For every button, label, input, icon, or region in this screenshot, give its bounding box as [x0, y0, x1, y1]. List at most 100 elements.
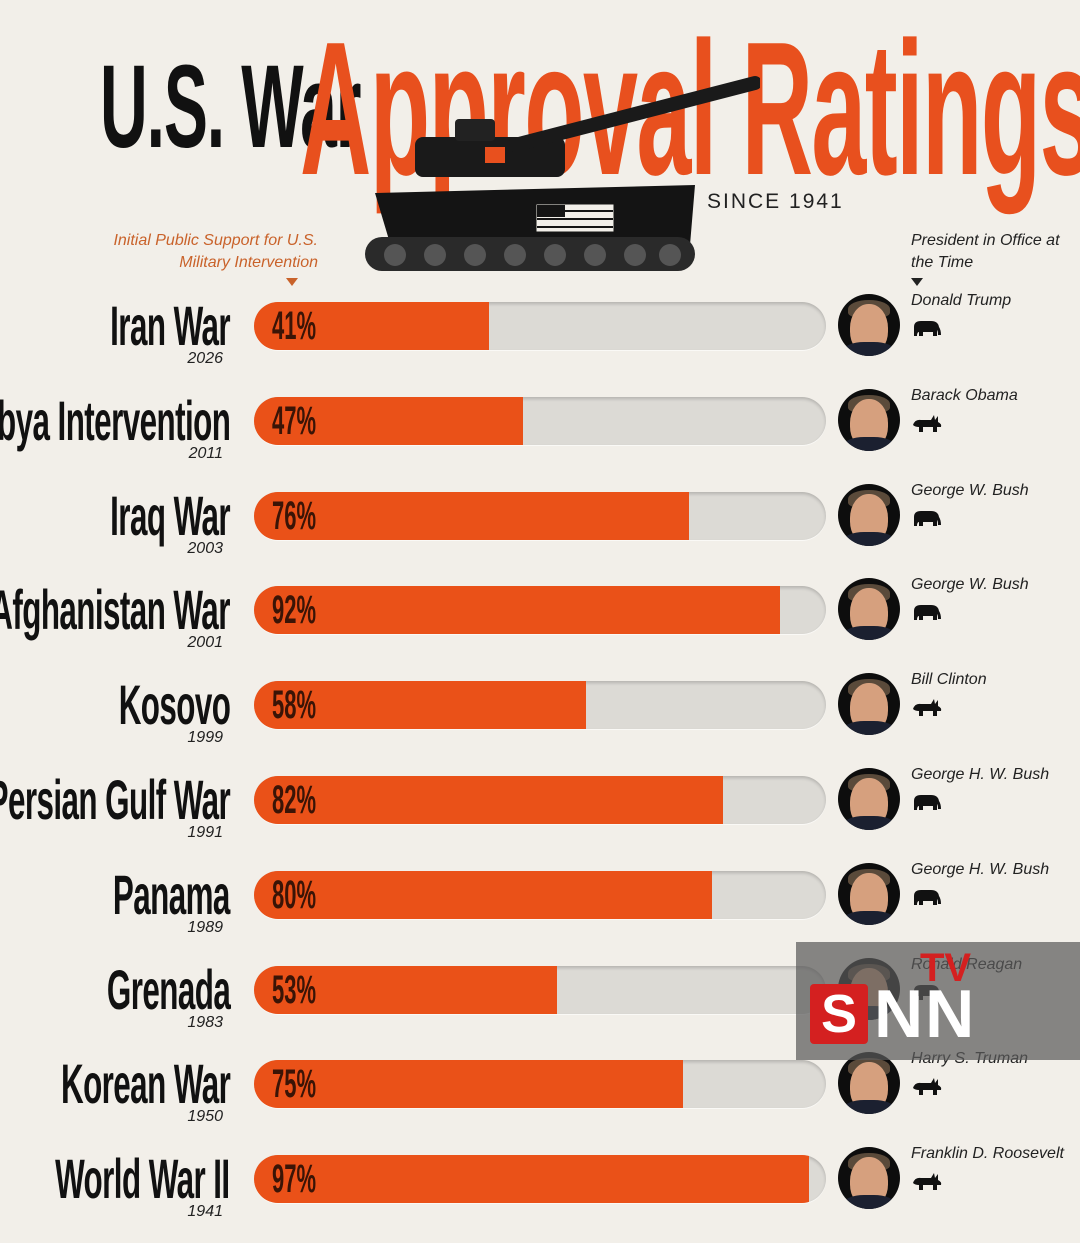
avatar-suit	[844, 816, 894, 830]
avatar-suit	[844, 342, 894, 356]
president-avatar	[838, 1052, 900, 1115]
bar-track: 92%	[254, 586, 826, 635]
bar-row: Kosovo 1999 58% Bill Clinton	[0, 671, 1080, 769]
bar-row: Persian Gulf War 1991 82% George H. W. Bush	[0, 766, 1080, 864]
president-avatar	[838, 294, 900, 356]
donkey-icon	[911, 1076, 943, 1098]
donkey-icon	[911, 697, 943, 719]
bar-fill	[254, 491, 689, 540]
war-year: 2026	[187, 350, 223, 367]
bar-track: 97%	[254, 1155, 826, 1204]
war-year: 1989	[187, 918, 223, 936]
president-name: Donald Trump	[911, 292, 1012, 309]
donkey-icon	[911, 413, 943, 435]
war-label: Persian Gulf War	[0, 768, 231, 831]
war-label: Kosovo	[118, 673, 230, 737]
president-name: Barack Obama	[911, 386, 1018, 404]
value-label: 58%	[272, 683, 317, 728]
bar-fill	[254, 870, 712, 919]
value-label: 75%	[272, 1062, 317, 1107]
elephant-icon	[911, 602, 943, 624]
avatar-suit	[844, 1100, 894, 1115]
president-note: President in Office at the Time	[911, 232, 1060, 271]
bar-row: World War II 1941 97% Franklin D. Roosevelt	[0, 1145, 1080, 1243]
war-label: World War II	[55, 1147, 231, 1211]
war-label: Afghanistan War	[0, 578, 231, 642]
war-label: Iran War	[110, 294, 230, 357]
president-name: George H. W. Bush	[911, 860, 1050, 878]
value-label: 76%	[272, 493, 317, 538]
war-label: Panama	[113, 862, 230, 926]
watermark-tv: TV	[920, 946, 972, 990]
bar-fill	[254, 1060, 683, 1109]
bar-track: 82%	[254, 776, 826, 824]
support-note: Initial Public Support for U.S. Military…	[113, 232, 318, 271]
war-year: 1983	[187, 1013, 223, 1031]
value-label: 82%	[272, 778, 317, 822]
president-avatar	[838, 862, 900, 925]
value-label: 41%	[272, 304, 317, 348]
avatar-suit	[844, 910, 894, 925]
bar-row: Panama 1989 80% George H. W. Bush	[0, 861, 1080, 959]
bar-fill	[254, 965, 558, 1014]
war-year: 2011	[188, 444, 223, 462]
president-name: George W. Bush	[911, 481, 1029, 499]
war-year: 2003	[187, 539, 223, 557]
war-label: Libya Intervention	[0, 388, 231, 452]
war-label: Korean War	[60, 1052, 231, 1116]
war-year: 1941	[187, 1203, 223, 1221]
avatar-suit	[844, 721, 894, 736]
elephant-icon	[911, 792, 943, 814]
bar-fill	[254, 586, 781, 635]
war-label: Iraq War	[110, 483, 230, 547]
header: U.S. War Approval Ratings SINCE 1941	[0, 0, 1080, 271]
value-label: 80%	[272, 872, 317, 917]
president-avatar	[838, 768, 900, 830]
bar-fill	[254, 302, 489, 350]
president-name: Bill Clinton	[911, 671, 987, 689]
president-name: George H. W. Bush	[911, 766, 1050, 783]
since-label: SINCE 1941	[703, 190, 848, 214]
title-part-1: U.S. War	[100, 41, 361, 173]
bar-row: Afghanistan War 2001 92% George W. Bush	[0, 576, 1080, 674]
elephant-icon	[911, 887, 943, 909]
war-year: 1991	[187, 824, 223, 841]
bar-fill	[254, 681, 586, 730]
avatar-suit	[844, 1195, 894, 1210]
tank-icon	[365, 76, 760, 271]
elephant-icon	[911, 318, 943, 340]
bar-track: 53%	[254, 965, 826, 1014]
bar-fill	[254, 776, 724, 824]
war-label: Grenada	[106, 957, 231, 1021]
president-avatar	[838, 483, 900, 546]
support-arrow-icon	[286, 278, 298, 286]
snn-tv-watermark: TV S NN	[796, 942, 1080, 1060]
bar-track: 76%	[254, 491, 826, 540]
war-year: 2001	[187, 634, 223, 652]
bar-track: 41%	[254, 302, 826, 350]
president-arrow-icon	[911, 278, 923, 286]
war-year: 1950	[187, 1108, 223, 1126]
value-label: 47%	[272, 398, 317, 443]
watermark-s: S	[810, 984, 868, 1044]
value-label: 97%	[272, 1157, 317, 1202]
bar-row: Iraq War 2003 76% George W. Bush	[0, 482, 1080, 580]
bar-track: 58%	[254, 681, 826, 730]
president-name: Franklin D. Roosevelt	[911, 1145, 1064, 1163]
avatar-suit	[844, 626, 894, 641]
avatar-suit	[844, 436, 894, 451]
bar-track: 80%	[254, 870, 826, 919]
elephant-icon	[911, 508, 943, 530]
president-name: George W. Bush	[911, 576, 1029, 594]
bar-fill	[254, 396, 523, 445]
president-avatar	[838, 673, 900, 736]
bar-row: Iran War 2026 41% Donald Trump	[0, 292, 1080, 390]
president-avatar	[838, 1147, 900, 1210]
president-avatar	[838, 388, 900, 451]
value-label: 92%	[272, 588, 317, 633]
avatar-suit	[844, 531, 894, 546]
bar-track: 47%	[254, 396, 826, 445]
bar-fill	[254, 1155, 809, 1204]
